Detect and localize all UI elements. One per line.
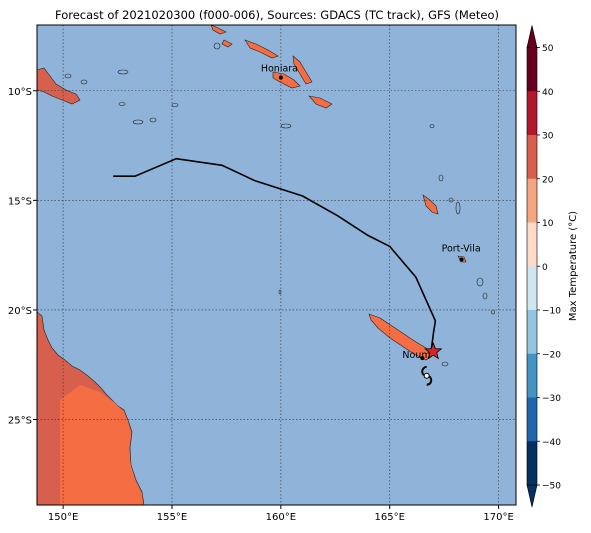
colorbar-extend-min: [526, 484, 538, 508]
colorbar-tick-label: 10: [542, 219, 554, 229]
lon-tick-label: 170°E: [483, 512, 513, 523]
tc-track-line: [113, 157, 437, 352]
map-gridlines: [37, 25, 516, 505]
colorbar-segment: [527, 135, 537, 180]
colorbar-tick-label: 30: [542, 132, 554, 142]
colorbar-tick-label: 50: [542, 44, 554, 54]
temperature-colorbar: 50 40 30 20 10 0 −10 −20 −30 −40 −50: [526, 25, 561, 508]
lat-tick-label: 20°S: [8, 306, 32, 317]
place-labels: Honiara Port-Vila Noum: [261, 64, 481, 362]
colorbar-tick-label: −10: [542, 307, 561, 317]
solomon-island-e: [210, 25, 227, 35]
figure-title: Forecast of 2021020300 (f000-006), Sourc…: [55, 8, 499, 22]
lon-tick-label: 155°E: [157, 512, 187, 523]
lon-tick-label: 165°E: [375, 512, 405, 523]
lat-tick-label: 25°S: [8, 416, 32, 427]
lat-tick-label: 10°S: [8, 87, 32, 98]
solomon-island-c: [292, 55, 313, 85]
colorbar-tick-label: −50: [542, 482, 561, 492]
lon-tick-label: 160°E: [266, 512, 296, 523]
colorbar-segment: [527, 178, 537, 223]
colorbar-segment: [527, 353, 537, 398]
colorbar-tick-label: 20: [542, 175, 554, 185]
current-position-star-icon: [424, 341, 443, 360]
solomon-island-a: [244, 39, 279, 59]
colorbar-tick-label: −30: [542, 394, 561, 404]
colorbar-tick-label: 0: [542, 263, 548, 273]
png-landmass: [37, 67, 81, 105]
colorbar-tick-label: −40: [542, 438, 561, 448]
australia-coast-warm: [60, 385, 143, 505]
colorbar-segment: [527, 266, 537, 311]
place-label: Port-Vila: [442, 244, 481, 255]
colorbar-segment: [527, 91, 537, 136]
place-label: Honiara: [261, 64, 298, 75]
colorbar-label: Max Temperature (°C): [568, 211, 579, 321]
colorbar-extend-max: [526, 25, 538, 48]
colorbar-segment: [527, 47, 537, 92]
solomon-island-f: [221, 39, 233, 48]
colorbar-tick-label: −20: [542, 350, 561, 360]
map-panel: Honiara Port-Vila Noum 150°E 155°E 160°E 165°…: [8, 24, 517, 523]
colorbar-segment: [527, 397, 537, 442]
colorbar-tick-label: 40: [542, 88, 554, 98]
colorbar-segment: [527, 310, 537, 355]
place-dot: [420, 356, 425, 361]
place-dot: [278, 75, 283, 80]
colorbar-segment: [527, 222, 537, 267]
cyclone-icon: [421, 365, 433, 386]
lat-tick-label: 15°S: [8, 196, 32, 207]
vanuatu-espiritu-santo: [422, 194, 439, 215]
small-islets: [64, 42, 495, 367]
colorbar-segment: [527, 441, 537, 486]
place-label: Noum: [402, 350, 430, 361]
axis-ticks: 150°E 155°E 160°E 165°E 170°E 10°S 15°S 20°S 25°…: [8, 87, 514, 523]
place-dot: [459, 257, 464, 262]
map-border: [36, 24, 517, 506]
solomon-island-d: [308, 95, 333, 109]
lon-tick-label: 150°E: [48, 512, 78, 523]
